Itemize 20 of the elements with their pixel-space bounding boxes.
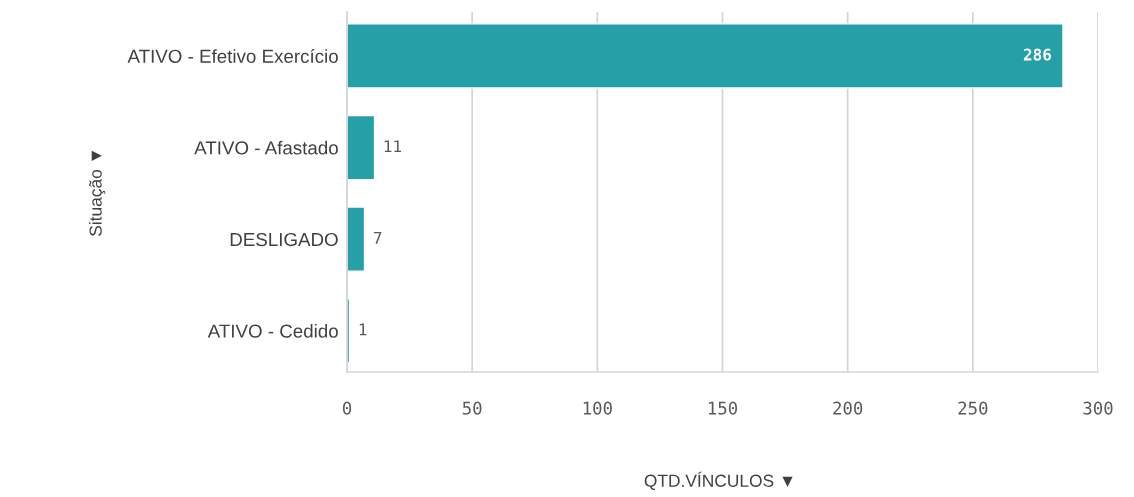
bar [347,23,1064,89]
y-axis-title: Situação ▼ [89,150,106,236]
data-label: 11 [384,140,402,153]
x-tick-label: 300 [1083,401,1113,415]
data-label: 286 [1023,48,1051,61]
y-tick-label: ATIVO - Cedido [207,323,338,338]
x-axis-title: QTD.VÍNCULOS ▼ [644,471,793,491]
y-tick-label: ATIVO - Efetivo Exercício [127,48,338,63]
y-tick-label: DESLIGADO [230,232,338,247]
x-tick-label: 0 [342,401,352,415]
data-label: 1 [359,323,367,336]
y-tick-label: ATIVO - Afastado [194,140,338,155]
data-label: 7 [373,231,382,244]
bar [347,114,376,181]
x-tick-label: 150 [708,401,738,415]
x-tick-label: 100 [583,401,612,415]
x-tick-label: 250 [958,401,988,415]
x-tick-label: 200 [833,401,863,415]
x-tick-label: 50 [462,401,482,415]
bar [347,206,366,272]
